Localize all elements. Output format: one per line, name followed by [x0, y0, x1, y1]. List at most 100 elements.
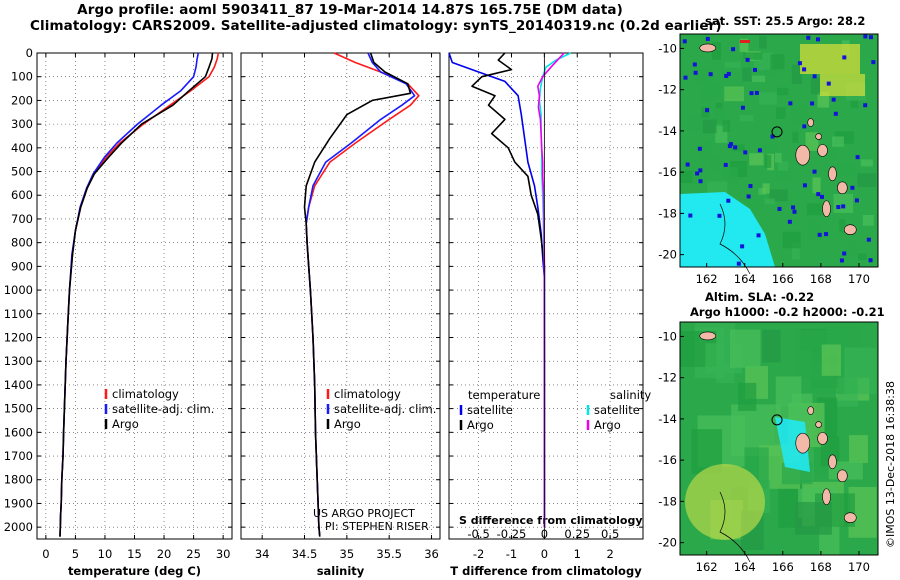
map-shade-block — [794, 502, 832, 535]
legend-label-temp-argo-diff: Argo — [467, 418, 494, 432]
map-shade-block — [805, 132, 819, 151]
map-shade-block — [691, 171, 703, 187]
map-shade-block — [764, 154, 772, 168]
x-tick-label: 1 — [574, 547, 581, 561]
map-shade-block — [839, 219, 846, 233]
x-tick-label: 5 — [72, 547, 79, 561]
map-missing-pixel — [705, 108, 710, 113]
map-shade-block — [806, 203, 824, 216]
map-missing-pixel — [692, 62, 697, 67]
map-shade-block — [680, 170, 694, 184]
series-line-satellite-adj — [305, 52, 416, 537]
credit-line1: US ARGO PROJECT — [313, 507, 415, 520]
map-shade-block — [702, 119, 717, 134]
island-shape — [817, 432, 828, 445]
map-shade-block — [762, 329, 781, 363]
map-missing-pixel — [682, 39, 687, 44]
map-missing-pixel — [863, 34, 868, 39]
map-missing-pixel — [824, 232, 829, 237]
map-shade-block — [711, 42, 722, 60]
x-tick-label: 0 — [42, 547, 49, 561]
map-lat-label: -20 — [658, 248, 677, 262]
map-shade-block — [715, 102, 723, 110]
map-contour — [719, 203, 751, 275]
map-shade-block — [695, 69, 714, 84]
map-missing-pixel — [788, 101, 793, 106]
y-tick-label: 2000 — [4, 520, 33, 534]
map-cool-patch — [680, 192, 775, 267]
map-shade-block — [847, 240, 857, 256]
map-shade-block — [775, 168, 793, 182]
map-shade-block — [751, 75, 766, 83]
map-missing-pixel — [748, 184, 753, 189]
map-missing-pixel — [705, 36, 710, 41]
y-tick-label: 1300 — [4, 354, 33, 368]
map-frame — [679, 33, 879, 268]
map-missing-pixel — [802, 183, 807, 188]
map-frame — [679, 321, 879, 556]
figure-title-line2: Climatology: CARS2009. Satellite-adjuste… — [30, 18, 722, 34]
map-shade-block — [791, 243, 800, 260]
legend-label-climatology: climatology — [112, 387, 179, 401]
map-missing-pixel — [812, 74, 817, 79]
x-tick-label: -1 — [506, 547, 517, 561]
map-shade-block — [764, 198, 775, 205]
map-shade-block — [759, 92, 777, 105]
island-shape — [815, 133, 822, 140]
map-missing-pixel — [812, 169, 817, 174]
island-shape — [837, 181, 848, 195]
map-missing-pixel — [685, 162, 690, 167]
map-lon-label: 168 — [810, 560, 832, 574]
figure-title-line1: Argo profile: aoml 5903411_87 19-Mar-201… — [77, 2, 623, 18]
map-missing-pixel — [842, 55, 847, 60]
imos-stamp: ©IMOS 13-Dec-2018 16:38:38 — [884, 381, 897, 548]
map-panel-sla: 162 164 166 168 170 -10 -12 -14 -16 -18 -20 — [658, 321, 879, 574]
y-tick-label: 600 — [11, 188, 33, 202]
map-missing-pixel — [726, 198, 731, 203]
map-missing-pixel — [683, 75, 688, 80]
panel-frame — [240, 52, 441, 540]
argo-location-marker — [771, 414, 783, 426]
map-shade-block — [777, 87, 789, 96]
map-shade-block — [749, 153, 764, 166]
legend-label-argo: Argo — [112, 417, 139, 431]
map-missing-pixel — [816, 192, 821, 197]
map-missing-pixel — [792, 209, 797, 214]
x-tick-label: 35.5 — [376, 547, 402, 561]
map-warm-patch — [685, 464, 765, 540]
map-shade-block — [821, 344, 841, 376]
legend-label-sal-argo-diff: Argo — [594, 418, 621, 432]
x-tick-label: 34.5 — [292, 547, 318, 561]
y-tick-label: 1700 — [4, 449, 33, 463]
map-cool-patch — [775, 417, 810, 472]
map-missing-pixel — [740, 105, 745, 110]
x-axis-label: T difference from climatology — [450, 564, 642, 578]
map-shade-block — [857, 173, 877, 187]
map-shade-block — [857, 253, 867, 261]
map-shade-block — [739, 38, 749, 53]
map-shade-block — [704, 82, 722, 98]
series-line-satellite-adj — [59, 52, 200, 537]
map-missing-pixel — [740, 244, 745, 249]
series-line-argo — [303, 52, 412, 537]
map-missing-pixel — [815, 37, 820, 42]
legend-label-climatology: climatology — [334, 387, 401, 401]
x-tick-label: -2 — [473, 547, 484, 561]
map-shade-block — [832, 136, 844, 147]
map-missing-pixel — [770, 134, 775, 139]
map-missing-pixel — [850, 185, 855, 190]
credit-line2: PI: STEPHEN RISER — [325, 520, 429, 533]
map-missing-pixel — [791, 205, 796, 210]
argo-location-marker — [771, 126, 783, 138]
legend-label-argo: Argo — [334, 417, 361, 431]
map-shade-block — [758, 144, 778, 155]
map-shade-block — [724, 61, 741, 68]
y-tick-label: 900 — [11, 259, 33, 273]
map-panel-sst: 162 164 166 168 170 -10 -12 -14 -16 -18 -20 — [658, 33, 879, 286]
island-shape — [807, 118, 814, 127]
y-tick-label: 500 — [11, 165, 33, 179]
map-shade-block — [808, 219, 821, 239]
map-missing-pixel — [855, 155, 860, 160]
map-shade-block — [744, 195, 763, 211]
map-missing-pixel — [868, 258, 873, 263]
